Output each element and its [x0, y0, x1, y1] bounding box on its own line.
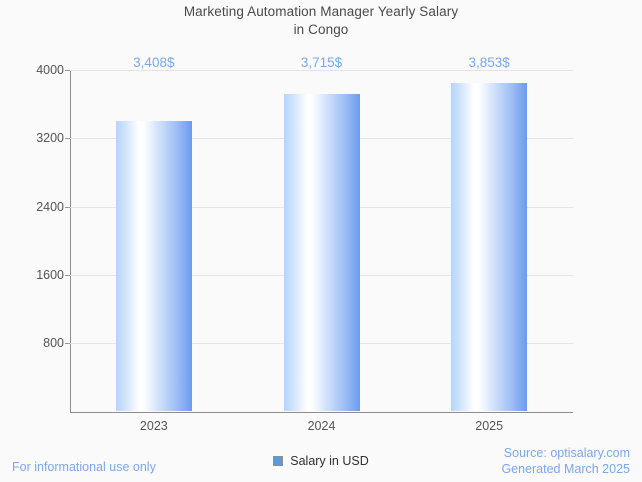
x-axis-line: [70, 412, 573, 413]
y-axis-tick-label: 3200: [36, 131, 64, 146]
bar-2024[interactable]: [283, 94, 360, 412]
y-axis-tick-label: 2400: [36, 199, 64, 214]
legend-item-label: Salary in USD: [290, 454, 369, 468]
x-axis-tick-label-2025: 2025: [475, 419, 504, 433]
bar-value-label-2023: 3,408$: [133, 55, 175, 70]
chart-title: Marketing Automation Manager Yearly Sala…: [0, 3, 642, 39]
y-axis-line: [70, 70, 71, 413]
plot-area: [65, 70, 573, 413]
y-axis-tick-mark: [65, 274, 70, 276]
y-axis-tick-mark: [65, 206, 70, 208]
y-axis-tick-mark: [65, 138, 70, 140]
y-axis-tick-labels: 800 1600 2400 3200 4000: [0, 0, 64, 482]
legend-item-salary[interactable]: Salary in USD: [265, 452, 377, 470]
bar-2023[interactable]: [115, 120, 192, 412]
y-axis-tick-mark: [65, 343, 70, 344]
x-axis-tick-label-2024: 2024: [307, 419, 336, 433]
y-axis-tick-label: 800: [43, 336, 64, 350]
y-axis-tick-mark: [65, 70, 70, 71]
generated-text: Generated March 2025: [501, 462, 630, 476]
y-axis-tick-label: 4000: [36, 63, 64, 77]
bar-value-label-2024: 3,715$: [300, 55, 343, 70]
x-axis-tick-label-2023: 2023: [139, 419, 168, 433]
bar-2025[interactable]: [451, 82, 528, 412]
square-swatch-icon: [273, 456, 284, 466]
disclaimer-text: For informational use only: [12, 460, 156, 474]
gridline: [70, 70, 573, 71]
y-axis-tick-label: 1600: [36, 267, 64, 282]
chart-title-line-2: in Congo: [293, 22, 349, 37]
source-credit: Source: optisalary.com Generated March 2…: [501, 445, 630, 477]
bar-value-label-2025: 3,853$: [468, 55, 510, 70]
chart-legend: Salary in USD: [0, 452, 642, 470]
source-text: Source: optisalary.com: [503, 446, 630, 460]
chart-title-line-1: Marketing Automation Manager Yearly Sala…: [183, 4, 459, 19]
